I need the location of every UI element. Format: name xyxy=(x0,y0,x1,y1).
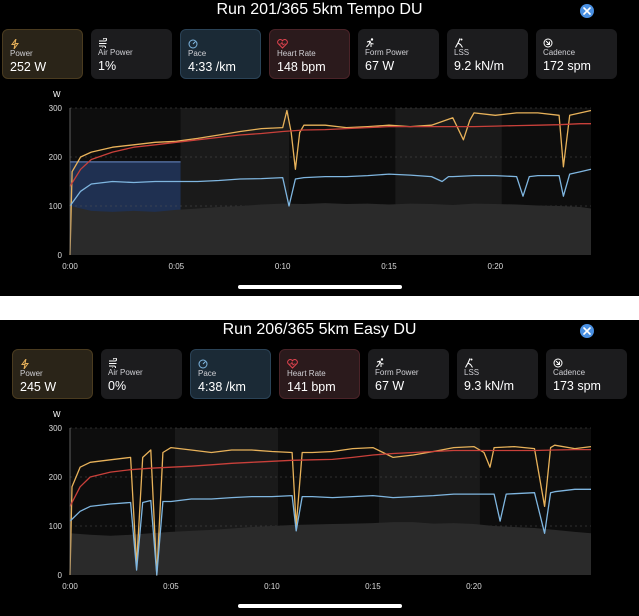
metrics-row: Power 245 W Air Power 0% Pace 4:38 /km Hear… xyxy=(12,349,627,399)
y-tick-label: 200 xyxy=(49,473,63,482)
y-tick-label: 0 xyxy=(58,251,63,260)
metric-cadence[interactable]: Cadence 172 spm xyxy=(536,29,617,79)
runner-icon xyxy=(365,35,375,48)
metric-power[interactable]: Power 252 W xyxy=(2,29,83,79)
power-chart[interactable]: W 0 100 200 300 0:00 0:05 0:10 0:15 0:20 xyxy=(0,408,639,596)
heart-icon xyxy=(287,356,298,369)
run-panel-1: Run 201/365 5km Tempo DU Power 252 W Air … xyxy=(0,0,639,296)
x-tick-label: 0:05 xyxy=(163,582,179,591)
metric-form-power[interactable]: Form Power 67 W xyxy=(368,349,449,399)
metric-value: 4:38 /km xyxy=(198,380,246,394)
runner-icon xyxy=(375,355,385,368)
heart-rate-line xyxy=(69,448,591,507)
metric-value: 9.3 kN/m xyxy=(464,379,515,393)
y-tick-label: 300 xyxy=(49,424,63,433)
metric-value: 172 spm xyxy=(543,59,591,73)
pace-line xyxy=(69,168,592,207)
metric-label: Power xyxy=(20,369,43,378)
power-line xyxy=(69,109,592,256)
lightning-icon xyxy=(20,356,30,370)
metric-power[interactable]: Power 245 W xyxy=(12,349,93,399)
metric-value: 0% xyxy=(108,379,127,393)
x-tick-label: 0:00 xyxy=(62,262,78,271)
metric-label: Air Power xyxy=(98,48,133,57)
x-tick-label: 0:05 xyxy=(169,262,185,271)
wind-icon xyxy=(98,35,108,50)
metric-value: 1% xyxy=(98,59,117,73)
x-tick-label: 0:15 xyxy=(365,582,381,591)
metric-label: Heart Rate xyxy=(277,49,316,58)
metric-label: Pace xyxy=(198,369,217,378)
metric-value: 67 W xyxy=(365,59,395,73)
leg-icon xyxy=(464,355,474,368)
cadence-icon xyxy=(543,35,553,48)
metric-value: 173 spm xyxy=(553,379,601,393)
metric-pace[interactable]: Pace 4:38 /km xyxy=(190,349,271,399)
metric-label: LSS xyxy=(464,368,480,377)
run-title: Run 201/365 5km Tempo DU xyxy=(216,1,423,18)
y-tick-label: 200 xyxy=(49,153,63,162)
metric-air-power[interactable]: Air Power 0% xyxy=(101,349,182,399)
metric-label: Power xyxy=(10,49,33,58)
x-tick-label: 0:00 xyxy=(62,582,78,591)
metric-value: 141 bpm xyxy=(287,380,336,394)
metric-label: Pace xyxy=(188,49,207,58)
home-indicator[interactable] xyxy=(238,604,402,608)
heart-rate-line xyxy=(69,123,591,187)
metric-label: Form Power xyxy=(365,48,409,57)
x-tick-label: 0:10 xyxy=(275,262,291,271)
pace-line xyxy=(69,488,591,576)
x-tick-label: 0:10 xyxy=(264,582,280,591)
y-tick-label: 100 xyxy=(49,202,63,211)
y-axis-label: W xyxy=(53,410,61,419)
close-icon[interactable] xyxy=(580,324,594,338)
metric-lss[interactable]: LSS 9.2 kN/m xyxy=(447,29,528,79)
run-panel-2: Run 206/365 5km Easy DU Power 245 W Air P… xyxy=(0,320,639,616)
metric-label: Air Power xyxy=(108,368,143,377)
lightning-icon xyxy=(10,36,20,50)
home-indicator[interactable] xyxy=(238,285,402,289)
wind-icon xyxy=(108,355,118,370)
separator xyxy=(0,296,639,320)
metric-label: Form Power xyxy=(375,368,419,377)
gauge-icon xyxy=(198,356,208,369)
metric-lss[interactable]: LSS 9.3 kN/m xyxy=(457,349,538,399)
heart-icon xyxy=(277,36,288,49)
metric-value: 67 W xyxy=(375,379,405,393)
y-tick-label: 100 xyxy=(49,522,63,531)
y-axis-label: W xyxy=(53,90,61,99)
gauge-icon xyxy=(188,36,198,49)
form-power-area xyxy=(70,203,591,255)
y-tick-label: 300 xyxy=(49,104,63,113)
x-tick-label: 0:20 xyxy=(466,582,482,591)
power-chart[interactable]: W 0 100 200 300 0:00 0:05 0:10 0:15 0:20 xyxy=(0,88,639,276)
metric-value: 252 W xyxy=(10,60,47,74)
cadence-icon xyxy=(553,355,563,368)
x-tick-label: 0:20 xyxy=(488,262,504,271)
metric-label: LSS xyxy=(454,48,470,57)
metric-pace[interactable]: Pace 4:33 /km xyxy=(180,29,261,79)
metrics-row: Power 252 W Air Power 1% Pace 4:33 /km Hear… xyxy=(2,29,617,79)
metric-value: 245 W xyxy=(20,380,57,394)
x-tick-label: 0:15 xyxy=(381,262,397,271)
leg-icon xyxy=(454,35,464,48)
metric-form-power[interactable]: Form Power 67 W xyxy=(358,29,439,79)
metric-air-power[interactable]: Air Power 1% xyxy=(91,29,172,79)
y-tick-label: 0 xyxy=(58,571,63,580)
metric-label: Cadence xyxy=(553,368,586,377)
run-title: Run 206/365 5km Easy DU xyxy=(222,321,417,338)
metric-label: Cadence xyxy=(543,48,576,57)
metric-value: 9.2 kN/m xyxy=(454,59,505,73)
metric-label: Heart Rate xyxy=(287,369,326,378)
metric-value: 4:33 /km xyxy=(188,60,236,74)
form-power-area xyxy=(70,522,591,575)
power-line xyxy=(69,444,592,576)
metric-cadence[interactable]: Cadence 173 spm xyxy=(546,349,627,399)
metric-heart-rate[interactable]: Heart Rate 141 bpm xyxy=(279,349,360,399)
close-icon[interactable] xyxy=(580,4,594,18)
metric-value: 148 bpm xyxy=(277,60,326,74)
metric-heart-rate[interactable]: Heart Rate 148 bpm xyxy=(269,29,350,79)
